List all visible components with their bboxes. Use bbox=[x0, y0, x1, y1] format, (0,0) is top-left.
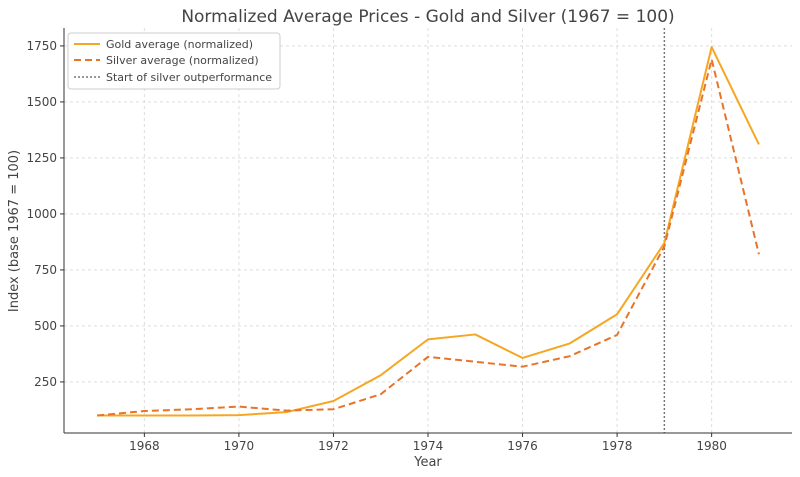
legend-box bbox=[67, 32, 281, 90]
x-axis-label: Year bbox=[413, 455, 442, 470]
ticks: 1968 1970 1972 1974 1976 1978 1980 250 500 750 100… bbox=[26, 39, 726, 453]
x-tick-label: 1968 bbox=[129, 439, 160, 453]
chart-title: Normalized Average Prices - Gold and Sil… bbox=[181, 7, 674, 27]
legend: Gold average (normalized) Silver average… bbox=[67, 32, 281, 90]
legend-label-gold: Gold average (normalized) bbox=[106, 38, 253, 51]
y-tick-label: 500 bbox=[34, 319, 57, 333]
legend-label-vline: Start of silver outperformance bbox=[106, 71, 272, 84]
x-tick-label: 1974 bbox=[413, 439, 444, 453]
x-tick-label: 1976 bbox=[507, 439, 538, 453]
series-layer bbox=[96, 46, 760, 417]
x-tick-label: 1970 bbox=[224, 439, 255, 453]
y-tick-label: 1000 bbox=[26, 207, 57, 221]
y-tick-label: 250 bbox=[34, 375, 57, 389]
legend-label-silver: Silver average (normalized) bbox=[106, 54, 259, 67]
x-tick-label: 1972 bbox=[318, 439, 349, 453]
y-tick-label: 1500 bbox=[26, 95, 57, 109]
gold-average-line bbox=[97, 46, 760, 417]
y-tick-label: 1250 bbox=[26, 151, 57, 165]
x-tick-label: 1978 bbox=[602, 439, 633, 453]
y-tick-label: 1750 bbox=[26, 39, 57, 53]
x-tick-label: 1980 bbox=[696, 439, 727, 453]
y-axis-label: Index (base 1967 = 100) bbox=[7, 150, 22, 312]
y-tick-label: 750 bbox=[34, 263, 57, 277]
silver-average-line bbox=[96, 58, 760, 417]
